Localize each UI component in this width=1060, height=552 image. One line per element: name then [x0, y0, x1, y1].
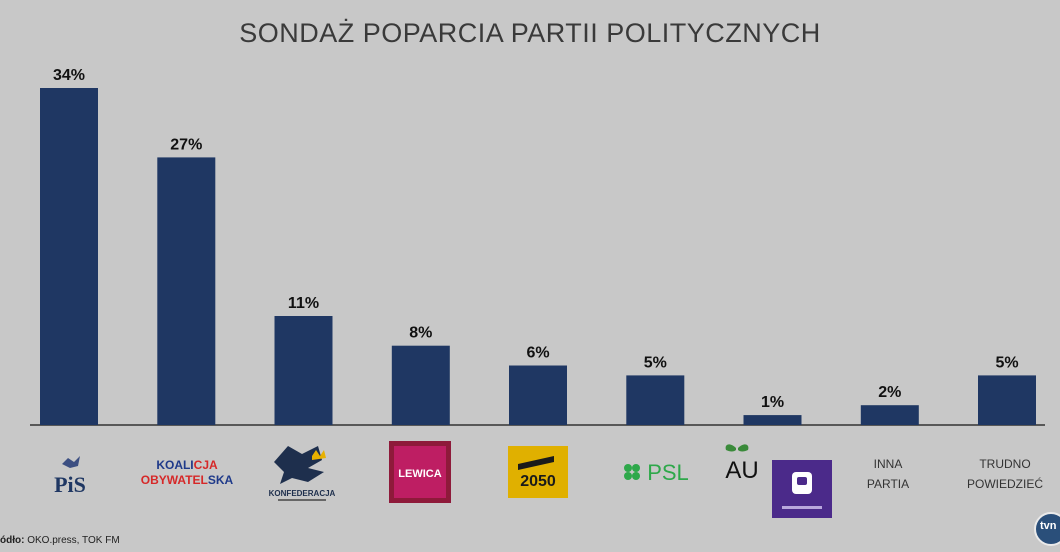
ko-logo-text-1a: KOALI: [156, 458, 193, 472]
data-label: 5%: [995, 354, 1018, 371]
polska2050-logo-bg: [508, 446, 568, 498]
bar: [743, 415, 802, 425]
bar: [40, 88, 98, 425]
clover-icon: [624, 464, 640, 480]
data-label: 1%: [761, 394, 784, 411]
konfederacja-logo-text: KONFEDERACJA: [269, 489, 336, 498]
polska2050-logo-text: 2050: [520, 473, 556, 490]
data-label: 34%: [53, 67, 85, 84]
data-label: 11%: [288, 295, 319, 312]
bar: [860, 405, 919, 425]
data-label: 6%: [526, 345, 549, 362]
konfederacja-bird-icon: [274, 446, 324, 484]
pis-eagle-icon: [62, 456, 80, 468]
svg-text:OBYWATELSKA: OBYWATELSKA: [141, 473, 234, 487]
psl-logo: PSL: [624, 460, 689, 485]
trudno-powiedziec-label: TRUDNO POWIEDZIEĆ: [966, 457, 1043, 491]
tvn-logo: tvn: [1034, 512, 1060, 546]
inna-partia-label: INNA PARTIA: [866, 457, 910, 491]
sprout-icon: [725, 444, 736, 452]
data-label: 8%: [409, 325, 432, 342]
polska2050-logo: 2050: [508, 446, 568, 498]
crown-icon: [312, 450, 326, 460]
data-label: 27%: [170, 136, 202, 153]
bar: [509, 365, 567, 425]
bar: [157, 157, 216, 425]
bar: [274, 316, 333, 425]
ko-logo: KOALICJA OBYWATELSKA: [141, 458, 234, 487]
source-note: ódło: OKO.press, TOK FM: [0, 535, 120, 546]
ko-logo-text-2a: OBYWATEL: [141, 473, 208, 487]
data-label: 2%: [878, 384, 901, 401]
pis-logo: PiS: [54, 456, 86, 497]
lewica-logo: LEWICA: [389, 441, 451, 503]
bar: [391, 345, 450, 425]
au-logo-text: AU: [725, 457, 758, 484]
konfederacja-logo: KONFEDERACJA: [269, 446, 336, 501]
chart-title: SONDAŻ POPARCIA PARTII POLITYCZNYCH: [239, 18, 821, 48]
konfederacja-subtext-line: [278, 499, 326, 501]
data-label: 5%: [644, 354, 667, 371]
ko-logo-text-1b: CJA: [194, 458, 218, 472]
svg-text:KOALICJA: KOALICJA: [156, 458, 218, 472]
lewica-logo-text: LEWICA: [398, 468, 441, 480]
au-porozumienie-logo: AU: [725, 444, 832, 518]
ko-logo-text-2b: SKA: [208, 473, 234, 487]
psl-logo-text: PSL: [647, 460, 689, 485]
pis-logo-text: PiS: [54, 472, 86, 497]
bar: [626, 375, 685, 425]
bar: [978, 375, 1036, 425]
